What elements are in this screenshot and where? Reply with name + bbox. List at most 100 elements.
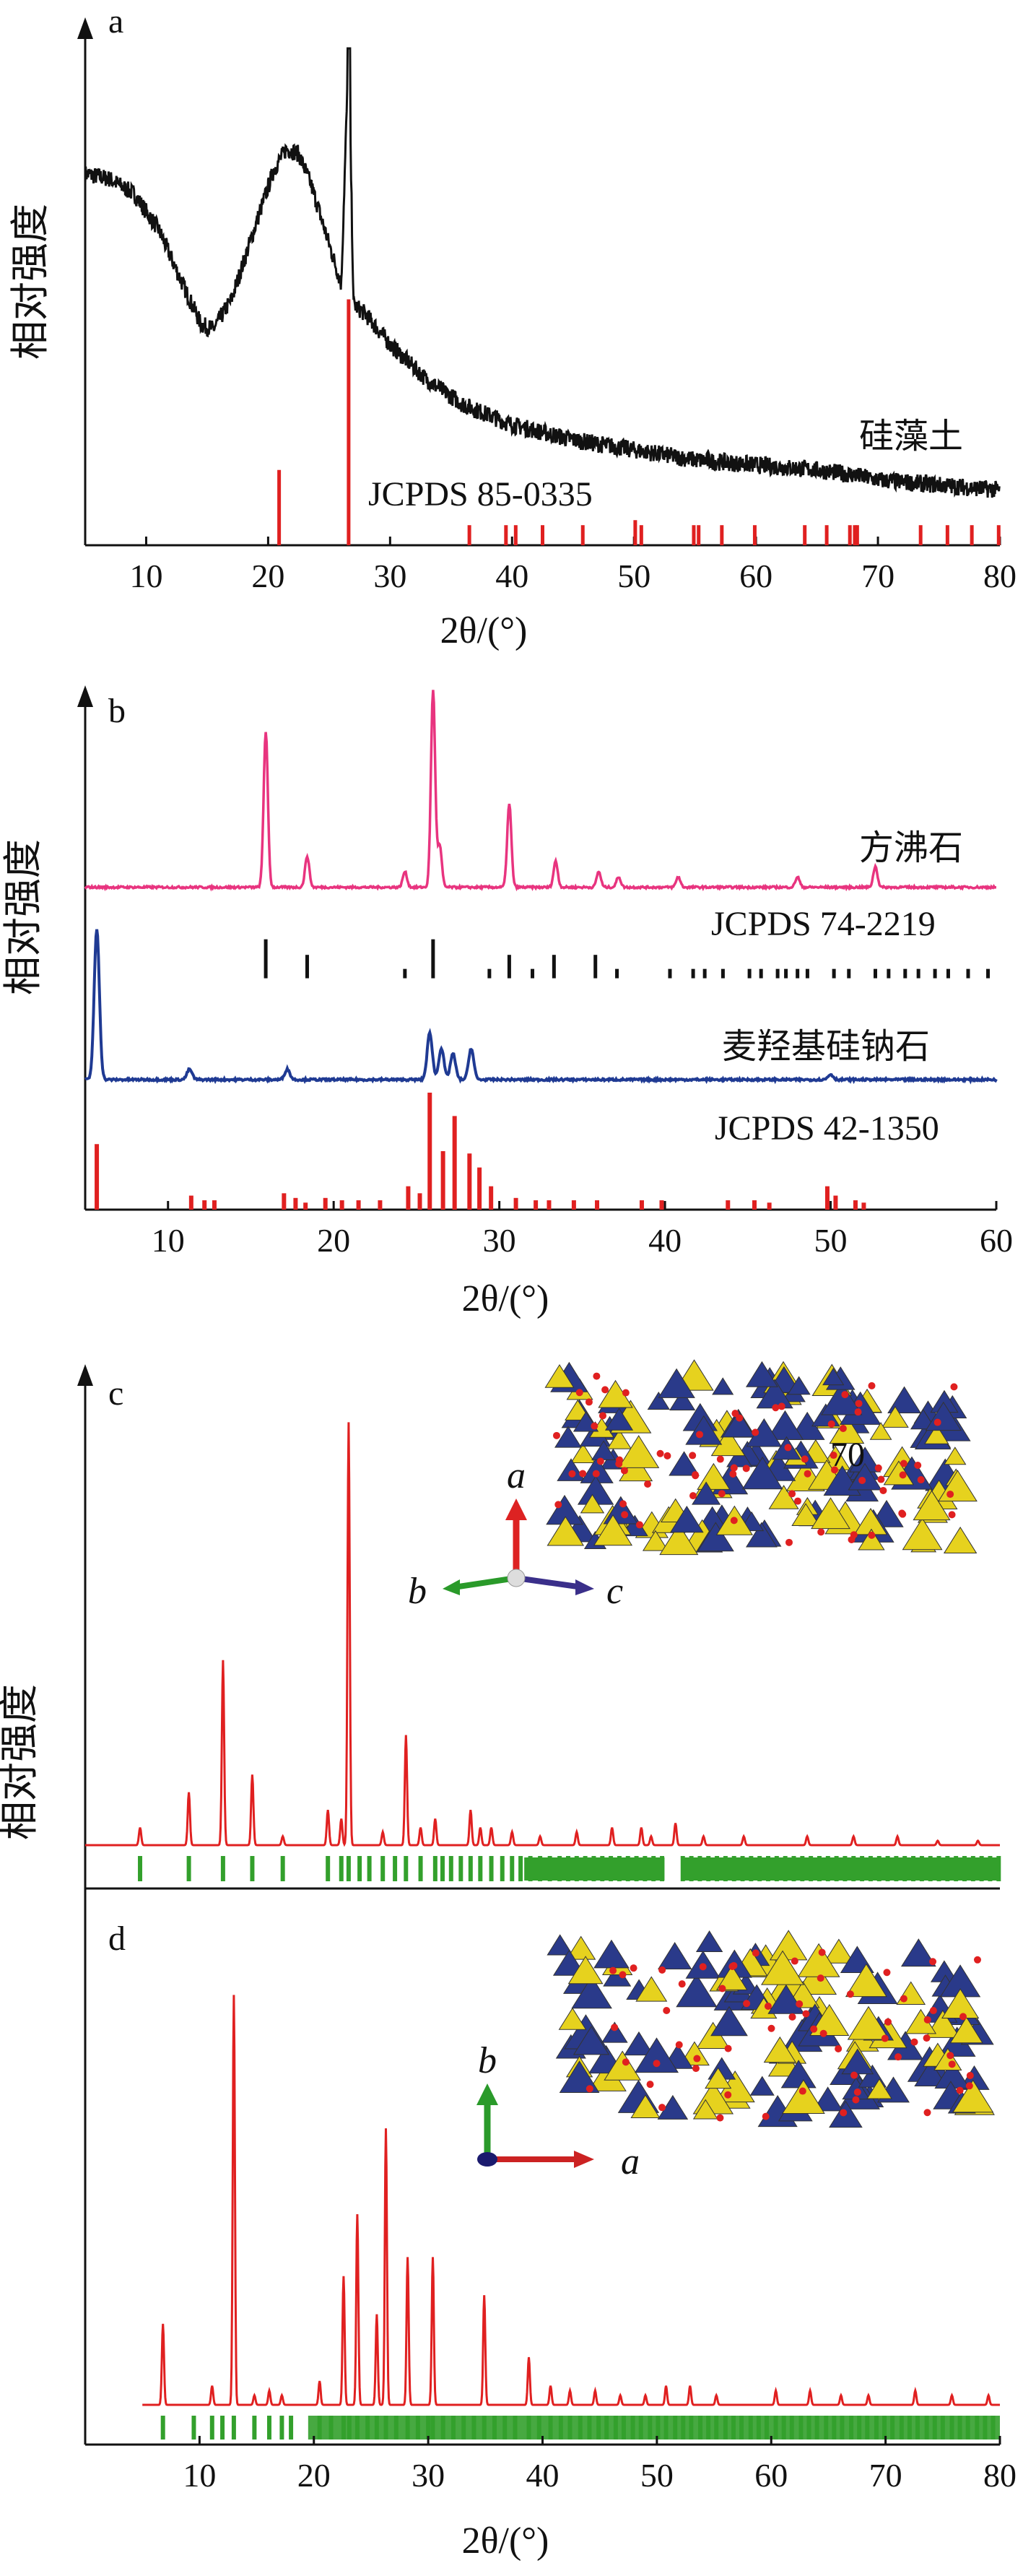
oxygen-atom [619,1971,627,1979]
oxygen-atom [929,1958,937,1966]
crystal-tetrahedron [570,1443,596,1463]
d-xtick-label: 40 [526,2457,560,2494]
oxygen-atom [810,2025,818,2033]
oxygen-atom [801,1455,809,1463]
a-y-arrow [77,17,93,39]
oxygen-atom [900,1460,907,1467]
oxygen-atom [689,1492,697,1500]
oxygen-atom [894,2053,902,2061]
oxygen-atom [950,1383,958,1391]
crystal-tetrahedron [829,1415,865,1444]
b-y-arrow [77,685,93,707]
crystal-tetrahedron [749,2076,775,2096]
a-xtick-label: 70 [861,558,894,594]
oxygen-atom [568,1470,576,1478]
crystal-tetrahedron [726,1446,753,1467]
oxygen-atom [846,1990,854,1998]
oxygen-atom [959,2013,967,2021]
crystal-tetrahedron [761,1950,805,1985]
crystal-tetrahedron [558,2007,587,2030]
crystal-tetrahedron [769,1930,808,1961]
oxygen-atom [593,1372,601,1380]
oxygen-atom [850,2071,858,2079]
crystal-tetrahedron [573,2026,610,2055]
d-xtick-label: 10 [183,2457,216,2494]
a-xtick-label: 40 [495,558,528,594]
oxygen-atom [764,2003,772,2011]
oxygen-atom [884,2018,892,2026]
oxygen-atom [855,1400,863,1408]
crystal-tetrahedron [552,1949,586,1976]
crystal-tetrahedron [716,1965,748,1990]
crystal-tetrahedron [624,2031,654,2056]
crystal-tetrahedron [741,1456,783,1490]
oxygen-atom [852,2096,860,2104]
a-xtick-label: 30 [373,558,406,594]
oxygen-atom [793,1497,801,1505]
oxygen-atom [874,1464,882,1472]
crystal-tetrahedron [952,2079,994,2113]
panel-label-a: a [108,2,123,40]
c-ref-dense-band [682,1857,1000,1881]
analcime-crystal-structure [544,1359,978,1556]
d-ref-dense-band [308,2416,1000,2440]
crystal-tetrahedron [604,1408,634,1431]
oxygen-atom [575,1389,583,1397]
crystal-tetrahedron [544,1363,575,1388]
c-ref-dense-band [524,1857,665,1881]
panel-label-d: d [108,1920,126,1958]
crystal-tetrahedron [676,1974,718,2008]
oxygen-atom [910,2038,918,2046]
oxygen-atom [596,1457,604,1465]
oxygen-atom [622,1389,630,1397]
crystal-tetrahedron [781,2079,825,2115]
vector-label-b-c: b [408,1571,427,1612]
oxygen-atom [929,2007,937,2015]
oxygen-atom [585,2085,593,2093]
d-xtick-label: 50 [640,2457,674,2494]
crystal-tetrahedron [618,1435,660,1468]
crystal-tetrahedron [567,1956,604,1985]
oxygen-atom [785,1538,793,1546]
oxygen-atom [817,1528,825,1536]
crystal-tetrahedron [705,2067,732,2089]
oxygen-atom [883,1969,891,1977]
oxygen-atom [554,1501,562,1509]
crystal-tetrahedron [593,1939,630,1969]
b-xtick-label: 60 [980,1222,1013,1259]
oxygen-atom [630,1964,637,1972]
crystal-tetrahedron [635,1976,668,2002]
oxygen-atom [830,1452,837,1460]
oxygen-atom [841,1391,849,1399]
oxygen-atom [848,1535,856,1543]
oxygen-atom [772,1404,780,1412]
crystal-tetrahedron [606,1429,632,1449]
oxygen-atom [675,2041,683,2049]
oxygen-atom [635,1521,643,1529]
a-xtick-label: 60 [739,558,772,594]
mordenite-crystal-structure [547,1930,995,2128]
oxygen-atom [752,1428,759,1436]
oxygen-atom [818,1948,826,1956]
d-xtick-label: 60 [754,2457,788,2494]
oxygen-atom [868,1382,876,1389]
oxygen-atom [840,2109,848,2117]
vector-c-c [515,1575,578,1590]
oxygen-atom [965,2082,973,2090]
a-xtick-label: 10 [129,558,162,594]
oxygen-atom [663,1452,671,1460]
oxygen-atom [900,1995,907,2003]
reference-label-74-2219: JCPDS 74-2219 [711,905,936,943]
oxygen-atom [552,1431,560,1439]
oxygen-atom [611,2024,619,2031]
oxygen-atom [653,2060,661,2068]
d-xtick-label: 30 [412,2457,445,2494]
oxygen-atom [881,2034,889,2042]
vector-b-d-head [476,2083,498,2105]
a-xtick-label: 20 [251,558,284,594]
oxygen-atom [899,1471,907,1479]
oxygen-atom [579,1470,587,1478]
oxygen-atom [946,2052,954,2060]
crystal-tetrahedron [557,1458,585,1481]
crystal-tetrahedron [944,1447,967,1465]
